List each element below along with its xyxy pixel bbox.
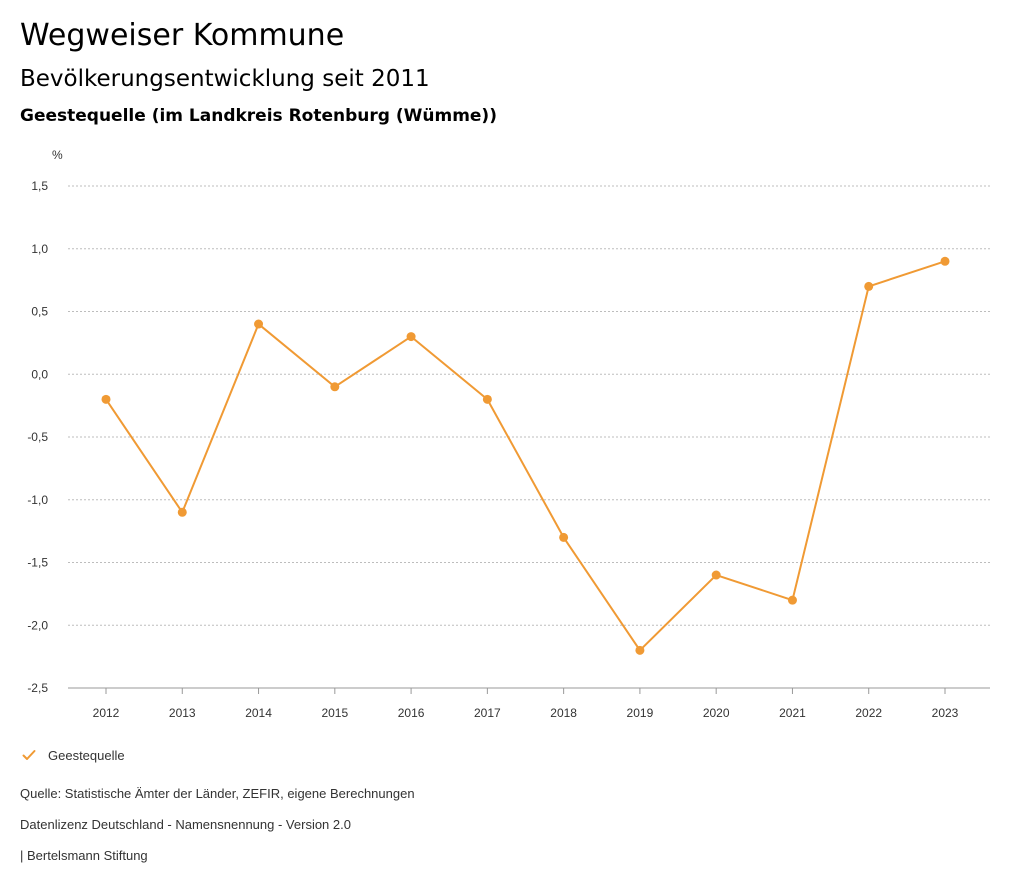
region-label: Geestequelle (im Landkreis Rotenburg (Wü… — [20, 106, 497, 126]
data-point[interactable] — [101, 394, 111, 404]
data-point[interactable] — [940, 256, 950, 266]
y-tick-label: -2,5 — [27, 681, 48, 695]
data-point[interactable] — [711, 570, 721, 580]
data-point[interactable] — [482, 394, 492, 404]
y-tick-label: -1,5 — [27, 556, 48, 570]
line-chart: % 1,5 1,0 0,5 0,0 -0,5 -1,0 -1,5 -2,0 -2,5 2012 201… — [27, 148, 990, 720]
data-point[interactable] — [177, 507, 187, 517]
data-point[interactable] — [406, 332, 416, 342]
data-point[interactable] — [787, 595, 797, 605]
data-point[interactable] — [559, 532, 569, 542]
x-tick-label: 2021 — [779, 706, 806, 720]
license-note: Datenlizenz Deutschland - Namensnennung … — [20, 817, 351, 832]
data-point[interactable] — [330, 382, 340, 392]
x-tick-label: 2013 — [169, 706, 196, 720]
y-tick-label: 0,0 — [31, 367, 48, 381]
x-tick-label: 2015 — [321, 706, 348, 720]
data-point[interactable] — [254, 319, 264, 329]
y-tick-label: 1,0 — [31, 242, 48, 256]
x-tick-label: 2017 — [474, 706, 501, 720]
y-tick-label: -2,0 — [27, 618, 48, 632]
y-tick-label: 0,5 — [31, 305, 48, 319]
x-tick-label: 2023 — [932, 706, 959, 720]
x-tick-label: 2022 — [855, 706, 882, 720]
series-line-geestequelle — [105, 260, 946, 652]
legend-item-geestequelle[interactable]: Geestequelle — [22, 744, 125, 766]
source-note: Quelle: Statistische Ämter der Länder, Z… — [20, 786, 415, 801]
x-tick-label: 2019 — [627, 706, 654, 720]
x-tick-label: 2018 — [550, 706, 577, 720]
chart-subtitle: Bevölkerungsentwicklung seit 2011 — [20, 66, 430, 92]
x-tick-label: 2014 — [245, 706, 272, 720]
legend-label: Geestequelle — [48, 747, 125, 763]
x-tick-label: 2012 — [93, 706, 120, 720]
x-tick-label: 2016 — [398, 706, 425, 720]
brand-note: | Bertelsmann Stiftung — [20, 848, 148, 863]
y-tick-label: 1,5 — [31, 179, 48, 193]
page-title: Wegweiser Kommune — [20, 18, 345, 53]
check-icon — [22, 750, 36, 760]
y-tick-label: -0,5 — [27, 430, 48, 444]
y-tick-label: -1,0 — [27, 493, 48, 507]
y-axis-unit-label: % — [52, 148, 63, 162]
data-point[interactable] — [635, 645, 645, 655]
x-tick-label: 2020 — [703, 706, 730, 720]
data-point[interactable] — [864, 281, 874, 291]
